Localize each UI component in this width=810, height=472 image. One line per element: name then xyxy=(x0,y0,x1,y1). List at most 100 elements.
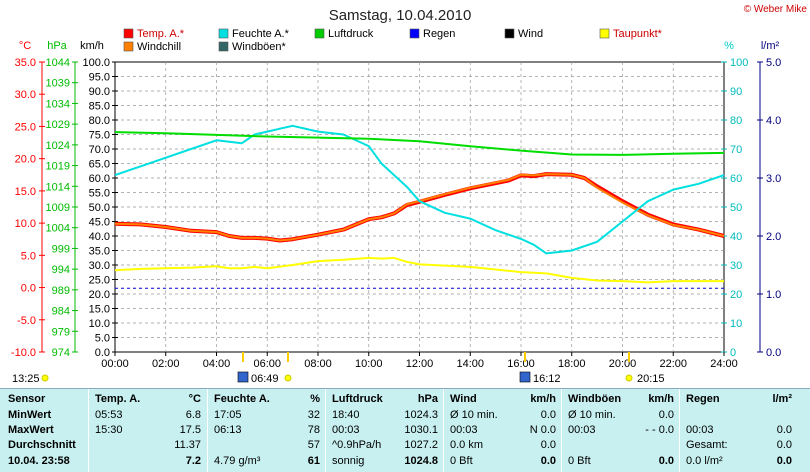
gusts-header: Windböen xyxy=(568,393,622,405)
axis-unit-humidity: % xyxy=(724,40,734,52)
sunset-dot xyxy=(625,374,633,382)
humidity-axis-tick-label: 50 xyxy=(730,202,742,214)
wind-header: Wind xyxy=(450,393,477,405)
wind-axis-tick-label: 5.0 xyxy=(95,333,110,345)
gusts-row-value: 0.0 xyxy=(658,455,674,467)
pressure-axis-tick-label: 999 xyxy=(52,243,70,255)
wind-axis-tick-label: 30.0 xyxy=(89,260,110,272)
pressure-row-value: 1027.2 xyxy=(404,439,438,451)
series-group xyxy=(114,124,725,289)
legend-label: Windchill xyxy=(137,41,181,53)
rain-row-sub: Gesamt: xyxy=(686,439,728,451)
wind-axis-tick-label: 35.0 xyxy=(89,246,110,258)
axis-unit-wind: km/h xyxy=(80,40,104,52)
stats-column-pressure: Luftdruck hPa 18:40 1024.3 00:03 1030.1 ^0.9hP… xyxy=(325,389,444,472)
temp-axis-tick-label: 25.0 xyxy=(15,121,36,133)
axis-unit-rain: l/m² xyxy=(761,40,780,52)
wind-axis-tick-label: 100.0 xyxy=(82,57,110,69)
sensor-row-label: MinWert xyxy=(8,409,52,421)
pressure-row-value: 1024.8 xyxy=(404,455,438,467)
wind-axis-tick-label: 95.0 xyxy=(89,72,110,84)
humidity-axis-tick-label: 10 xyxy=(730,318,742,330)
humidity-row-value: 78 xyxy=(307,424,320,436)
temp-row-value: 6.8 xyxy=(185,409,201,421)
series-line xyxy=(114,124,725,255)
gusts-row-sub: 0 Bft xyxy=(568,455,591,467)
marker-1612-icon xyxy=(519,371,531,383)
rain-axis-tick-label: 2.0 xyxy=(766,231,781,243)
temp-axis-tick-label: 10.0 xyxy=(15,218,36,230)
temp-row-sub: 05:53 xyxy=(95,409,123,421)
legend-label: Windböen* xyxy=(232,41,287,53)
wind-axis-tick-label: 25.0 xyxy=(89,275,110,287)
pressure-axis-tick-label: 1014 xyxy=(46,181,70,193)
gusts-row-value: 0.0 xyxy=(658,409,674,421)
pressure-axis-tick-label: 984 xyxy=(52,306,70,318)
rain-axis-tick-label: 3.0 xyxy=(766,173,781,185)
x-tick-label: 20:00 xyxy=(609,358,637,370)
legend-label: Regen xyxy=(423,28,455,40)
stats-column-gusts: Windböen km/h Ø 10 min. 0.0 00:03 - - 0.0 0 Bf… xyxy=(561,389,680,472)
x-tick-label: 16:00 xyxy=(507,358,535,370)
pressure-axis-tick-label: 979 xyxy=(52,326,70,338)
rain-axis-tick-label: 4.0 xyxy=(766,115,781,127)
humidity-axis-tick-label: 20 xyxy=(730,289,742,301)
sensor-row-label: 10.04. 23:58 xyxy=(8,455,70,467)
wind-axis-tick-label: 65.0 xyxy=(89,159,110,171)
x-tick-label: 02:00 xyxy=(152,358,180,370)
legend-label: Luftdruck xyxy=(328,28,374,40)
temp-header: Temp. A. xyxy=(95,393,141,405)
legend-swatch xyxy=(599,28,610,39)
wind-axis-tick-label: 70.0 xyxy=(89,144,110,156)
wind-axis-tick-label: 75.0 xyxy=(89,130,110,142)
wind-row-sub: 0.0 km xyxy=(450,439,484,451)
sensor-row-label: Durchschnitt xyxy=(8,439,76,451)
temp-axis-tick-label: 5.0 xyxy=(21,250,36,262)
gusts-row-sub: 00:03 xyxy=(568,424,596,436)
pressure-axis-tick-label: 989 xyxy=(52,285,70,297)
wind-axis-tick-label: 40.0 xyxy=(89,231,110,243)
pressure-axis-tick-label: 1019 xyxy=(46,161,70,173)
legend-swatch xyxy=(504,28,515,39)
pressure-unit: hPa xyxy=(417,393,438,405)
rain-row-value: 0.0 xyxy=(776,424,792,436)
pressure-axis-tick-label: 1029 xyxy=(46,119,70,131)
x-tick-label: 04:00 xyxy=(203,358,231,370)
wind-axis-tick-label: 10.0 xyxy=(89,318,110,330)
x-tick-label: 10:00 xyxy=(355,358,383,370)
temp-row-sub: 15:30 xyxy=(95,424,123,436)
x-tick-label: 00:00 xyxy=(101,358,129,370)
humidity-row-sub: 06:13 xyxy=(214,424,242,436)
time-markers: 13:25 06:49 16:12 20:15 xyxy=(12,352,665,385)
legend-label: Wind xyxy=(518,28,543,40)
stats-table: Sensor MinWert MaxWert Durchschnitt 10.04. 2… xyxy=(0,388,810,472)
pressure-row-value: 1030.1 xyxy=(404,424,438,436)
wind-axis-tick-label: 0.0 xyxy=(95,347,110,359)
x-tick-label: 24:00 xyxy=(710,358,738,370)
pressure-axis-tick-label: 1009 xyxy=(46,202,70,214)
axis-unit-temp: °C xyxy=(19,40,31,52)
wind-row-value: 0.0 xyxy=(540,409,556,421)
pressure-row-sub: 00:03 xyxy=(332,424,360,436)
wind-row-value: N 0.0 xyxy=(529,424,556,436)
legend-swatch xyxy=(218,28,229,39)
legend-label: Temp. A.* xyxy=(137,28,185,40)
rain-row-sub: 0.0 l/m² xyxy=(686,455,723,467)
legend-label: Feuchte A.* xyxy=(232,28,290,40)
humidity-row-value: 32 xyxy=(307,409,320,421)
humidity-axis-tick-label: 0 xyxy=(730,347,736,359)
temp-axis-tick-label: -5.0 xyxy=(17,315,36,327)
humidity-row-sub: 17:05 xyxy=(214,409,242,421)
pressure-row-sub: ^0.9hPa/h xyxy=(332,439,382,451)
wind-row-sub: 00:03 xyxy=(450,424,478,436)
legend-label: Taupunkt* xyxy=(613,28,663,40)
wind-axis-tick-label: 55.0 xyxy=(89,188,110,200)
sunset-label: 20:15 xyxy=(637,373,665,385)
copyright-label: © Weber Mike xyxy=(744,4,808,15)
pressure-axis-tick-label: 1044 xyxy=(46,57,70,69)
x-tick-label: 06:00 xyxy=(253,358,281,370)
humidity-row-sub: 4.79 g/m³ xyxy=(214,455,261,467)
wind-axis-tick-label: 90.0 xyxy=(89,86,110,98)
gusts-unit: km/h xyxy=(648,393,674,405)
temp-row-value: 7.2 xyxy=(185,455,201,467)
